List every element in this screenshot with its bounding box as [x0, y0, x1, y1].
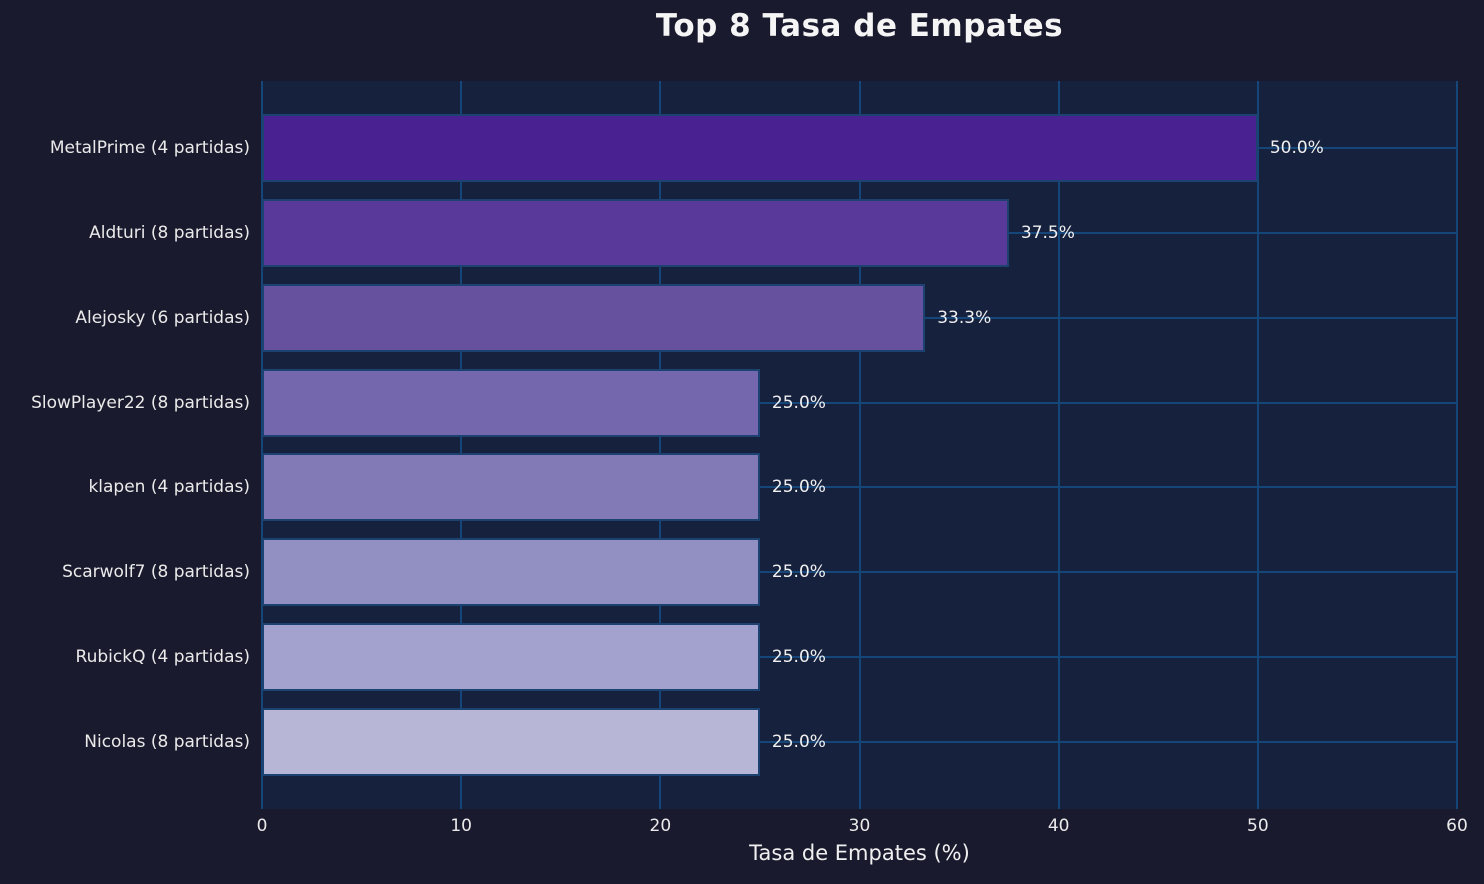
gridline-vertical: [460, 81, 463, 809]
y-axis-category-label: klapen (4 partidas): [88, 477, 250, 498]
y-axis-category-label: Nicolas (8 partidas): [84, 731, 250, 752]
gridline-horizontal: [262, 571, 1457, 574]
bar: [262, 283, 926, 352]
gridline-vertical: [1057, 81, 1060, 809]
bar-value-label: 25.0%: [771, 477, 826, 498]
bar: [262, 198, 1009, 267]
chart-title: Top 8 Tasa de Empates: [655, 8, 1064, 44]
bar-value-label: 25.0%: [771, 392, 826, 413]
gridline-vertical: [261, 81, 263, 809]
gridline-vertical: [1256, 81, 1259, 809]
bar-value-label: 25.0%: [771, 731, 826, 752]
y-axis-category-label: Scarwolf7 (8 partidas): [62, 562, 250, 583]
gridline-vertical: [659, 81, 662, 809]
gridline-horizontal: [262, 656, 1457, 659]
bar: [262, 368, 760, 437]
y-axis-category-label: RubickQ (4 partidas): [75, 647, 250, 668]
x-axis-tick-label: 40: [1047, 816, 1070, 836]
gridline-vertical: [858, 81, 861, 809]
bar-value-label: 25.0%: [771, 647, 826, 668]
bar: [262, 707, 760, 776]
plot-area: 50.0% 37.5% 33.3% 25.0% 25.0% 25.0% 25.0% 25.0%: [261, 81, 1458, 809]
bar-value-label: 50.0%: [1269, 138, 1324, 158]
y-axis-category-label: Aldturi (8 partidas): [89, 222, 250, 243]
bar-value-label: 33.3%: [937, 307, 992, 328]
gridline-horizontal: [262, 486, 1457, 489]
y-axis-category-label: SlowPlayer22 (8 partidas): [31, 392, 250, 413]
x-axis-tick-label: 50: [1247, 816, 1269, 836]
y-axis-category-label: MetalPrime (4 partidas): [49, 138, 250, 158]
bar: [262, 623, 760, 692]
bar: [262, 453, 760, 522]
x-axis-tick-label: 60: [1446, 816, 1468, 836]
gridline-horizontal: [262, 401, 1457, 404]
x-axis-label: Tasa de Empates (%): [749, 841, 970, 865]
bar: [262, 114, 1258, 182]
x-axis-tick-label: 20: [649, 816, 672, 836]
x-axis-tick-label: 0: [256, 816, 268, 836]
bar-value-label: 37.5%: [1020, 222, 1075, 243]
x-axis-tick-label: 10: [450, 816, 472, 836]
gridline-vertical: [1456, 81, 1458, 809]
x-axis-tick-label: 30: [848, 816, 871, 836]
gridline-horizontal: [262, 740, 1457, 743]
y-axis-category-label: Alejosky (6 partidas): [75, 307, 250, 328]
bar-value-label: 25.0%: [771, 562, 826, 583]
bar: [262, 538, 760, 607]
